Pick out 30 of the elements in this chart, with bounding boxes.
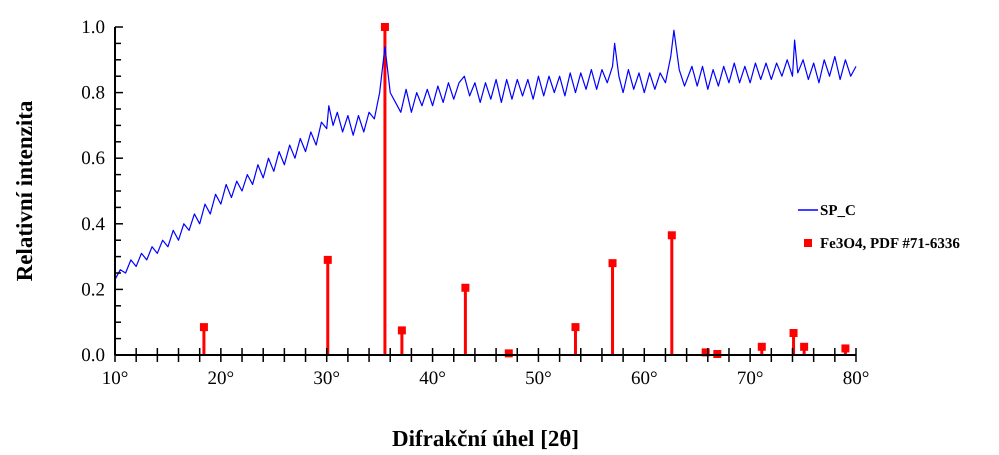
legend-label: SP_C bbox=[820, 203, 856, 219]
x-tick-label: 20° bbox=[208, 368, 234, 389]
x-tick-label: 70° bbox=[736, 368, 764, 389]
y-tick-label: 0.2 bbox=[81, 279, 105, 300]
x-tick-label: 60° bbox=[630, 368, 658, 389]
x-tick-label: 80° bbox=[842, 368, 870, 389]
point bbox=[841, 344, 850, 352]
point bbox=[800, 342, 808, 351]
point bbox=[380, 23, 389, 31]
point bbox=[608, 259, 617, 268]
point bbox=[571, 323, 580, 332]
x-tick-label: 30° bbox=[313, 368, 340, 389]
y-tick-label: 0.6 bbox=[81, 148, 105, 170]
point bbox=[200, 323, 208, 332]
point bbox=[324, 256, 332, 264]
point bbox=[790, 329, 798, 338]
y-tick-label: 1.0 bbox=[81, 17, 105, 38]
point bbox=[398, 326, 406, 334]
point bbox=[758, 342, 766, 351]
x-axis-title: Difrakční úhel [2θ] bbox=[392, 426, 580, 451]
y-tick-label: 0.0 bbox=[81, 345, 105, 366]
x-tick-label: 10° bbox=[102, 368, 128, 389]
point bbox=[668, 231, 676, 240]
y-axis-title: Relativní intenzita bbox=[12, 100, 37, 282]
x-tick-label: 40° bbox=[419, 368, 446, 389]
legend-label: Fe3O4, PDF #71-6336 bbox=[820, 236, 960, 252]
x-tick-label: 50° bbox=[525, 368, 552, 389]
y-tick-label: 0.4 bbox=[81, 214, 106, 235]
y-tick-label: 0.8 bbox=[81, 82, 105, 104]
point bbox=[461, 284, 470, 292]
